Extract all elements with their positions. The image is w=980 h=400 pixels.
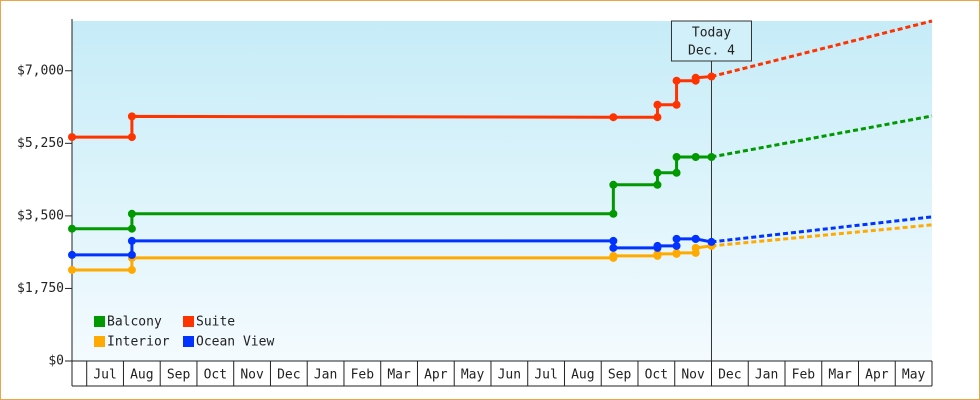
legend-swatch xyxy=(183,336,194,347)
x-tick-label: Mar xyxy=(387,368,411,383)
price-point xyxy=(609,236,618,245)
price-point xyxy=(68,265,76,274)
price-point xyxy=(127,224,136,233)
price-point xyxy=(691,153,700,161)
x-tick-label: Apr xyxy=(424,368,448,383)
legend-swatch xyxy=(94,336,105,347)
price-point xyxy=(672,248,681,257)
y-tick-label: $1,750 xyxy=(17,281,64,296)
price-point xyxy=(653,113,662,122)
y-tick-label: $7,000 xyxy=(17,63,64,78)
price-point xyxy=(672,241,681,250)
price-point xyxy=(127,265,136,274)
price-point xyxy=(68,250,76,259)
price-point xyxy=(653,180,662,189)
price-point xyxy=(127,250,136,259)
price-point xyxy=(653,168,662,177)
x-tick-label: Aug xyxy=(571,368,594,383)
forecast-line xyxy=(711,223,933,248)
x-tick-label: Jan xyxy=(314,368,337,383)
x-tick-label: Nov xyxy=(240,368,264,383)
y-tick-label: $5,250 xyxy=(17,136,64,151)
x-tick-label: Mar xyxy=(828,368,852,383)
x-tick-label: Oct xyxy=(645,368,668,383)
price-point xyxy=(707,153,716,161)
price-point xyxy=(127,133,136,142)
x-tick-label: Jul xyxy=(534,368,557,383)
price-point xyxy=(672,168,681,177)
price-point xyxy=(672,234,681,243)
legend-label: Ocean View xyxy=(196,335,274,350)
x-tick-label: Sep xyxy=(167,368,191,383)
x-tick-label: Nov xyxy=(681,368,705,383)
price-point xyxy=(68,133,76,142)
x-tick-label: Feb xyxy=(792,368,816,383)
plot-area xyxy=(72,21,932,361)
x-tick-label: Jun xyxy=(498,368,521,383)
x-tick-label: Dec xyxy=(277,368,300,383)
x-tick-label: Oct xyxy=(204,368,227,383)
price-point xyxy=(653,100,662,109)
x-tick-label: Jan xyxy=(755,368,778,383)
price-point xyxy=(68,224,76,233)
price-point xyxy=(691,73,700,82)
legend-label: Balcony xyxy=(107,315,162,330)
price-point xyxy=(707,72,716,81)
legend-label: Suite xyxy=(196,315,235,330)
x-tick-label: Aug xyxy=(130,368,153,383)
price-point xyxy=(672,100,681,109)
legend-label: Interior xyxy=(107,335,170,350)
today-label: Dec. 4 xyxy=(688,44,735,59)
x-tick-label: Jul xyxy=(93,368,116,383)
price-point xyxy=(691,243,700,252)
price-point xyxy=(127,209,136,218)
price-point xyxy=(127,236,136,245)
x-tick-label: May xyxy=(902,368,926,383)
x-tick-label: Dec xyxy=(718,368,741,383)
legend-swatch xyxy=(94,316,105,327)
price-point xyxy=(609,209,618,218)
x-tick-label: Sep xyxy=(608,368,632,383)
x-tick-label: Apr xyxy=(865,368,889,383)
forecast-line xyxy=(711,114,933,159)
price-point xyxy=(653,249,662,258)
forecast-line xyxy=(711,19,933,79)
price-point xyxy=(609,180,618,189)
x-tick-label: Feb xyxy=(351,368,375,383)
y-tick-label: $3,500 xyxy=(17,208,64,223)
price-point xyxy=(609,243,618,252)
price-point xyxy=(672,153,681,161)
price-point xyxy=(609,251,618,260)
legend-swatch xyxy=(183,316,194,327)
forecast-line xyxy=(711,215,933,244)
x-tick-label: May xyxy=(461,368,485,383)
price-point xyxy=(609,113,618,122)
price-point xyxy=(672,76,681,85)
price-point xyxy=(691,234,700,243)
y-tick-label: $0 xyxy=(48,354,64,369)
price-point xyxy=(707,237,716,246)
today-box xyxy=(670,20,752,62)
price-point xyxy=(127,112,136,121)
price-point xyxy=(653,241,662,250)
today-label: Today xyxy=(692,26,731,41)
